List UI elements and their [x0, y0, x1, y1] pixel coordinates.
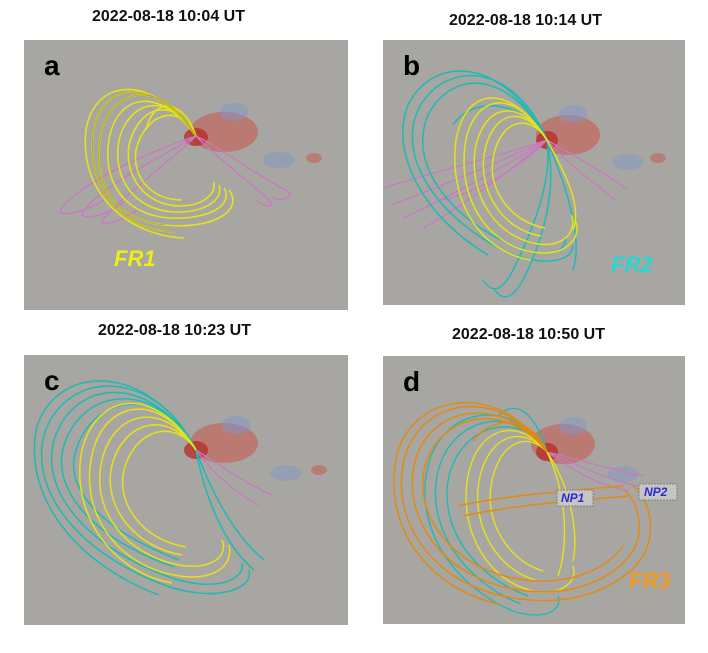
panel-d-letter: d — [403, 366, 421, 397]
panel-c: c — [24, 355, 348, 625]
panel-c-timestamp: 2022-08-18 10:23 UT — [98, 322, 251, 339]
panel-b-timestamp: 2022-08-18 10:14 UT — [449, 12, 602, 29]
fr1-label: FR1 — [114, 246, 156, 271]
np1-label: NP1 — [561, 491, 585, 505]
fr2-label: FR2 — [611, 252, 653, 277]
fr3-label: FR3 — [629, 568, 671, 593]
panel-b: FR2 b — [383, 40, 685, 305]
panel-d: NP1 NP2 FR3 d — [383, 356, 685, 624]
panel-a-timestamp: 2022-08-18 10:04 UT — [92, 8, 245, 25]
panel-c-letter: c — [44, 365, 60, 396]
panel-a: FR1 a — [24, 40, 348, 310]
panel-d-timestamp: 2022-08-18 10:50 UT — [452, 326, 605, 343]
panel-a-letter: a — [44, 50, 60, 81]
np2-label: NP2 — [644, 485, 668, 499]
panel-b-letter: b — [403, 50, 421, 81]
